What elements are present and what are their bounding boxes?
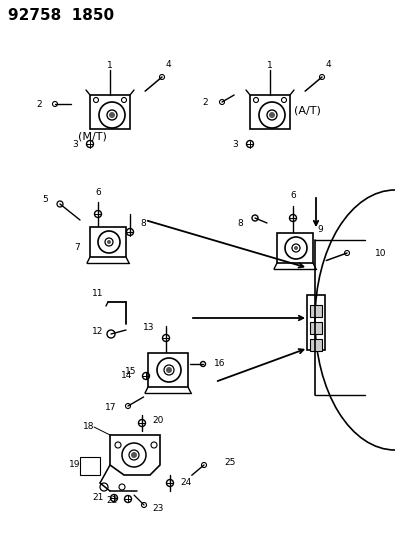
Text: 8: 8 <box>237 219 242 228</box>
Bar <box>90 227 126 257</box>
Bar <box>276 233 312 263</box>
Circle shape <box>107 240 111 244</box>
Text: (A/T): (A/T) <box>293 105 320 115</box>
Bar <box>309 305 321 317</box>
Text: 17: 17 <box>104 403 116 413</box>
Circle shape <box>109 112 115 118</box>
Bar <box>306 295 324 350</box>
Text: 11: 11 <box>91 289 103 298</box>
Circle shape <box>293 246 297 250</box>
Text: 10: 10 <box>374 248 386 257</box>
Text: 4: 4 <box>324 60 330 69</box>
Circle shape <box>268 112 274 118</box>
Text: 18: 18 <box>82 423 94 432</box>
Text: 9: 9 <box>316 225 322 235</box>
Bar <box>80 457 100 475</box>
Text: 21: 21 <box>93 494 104 503</box>
Text: (M/T): (M/T) <box>77 131 106 141</box>
Bar <box>249 95 289 129</box>
Text: 23: 23 <box>152 505 163 513</box>
Text: 15: 15 <box>124 367 136 376</box>
Bar <box>90 95 130 129</box>
Bar <box>309 339 321 351</box>
Text: 8: 8 <box>140 220 145 229</box>
Text: 1: 1 <box>266 61 272 69</box>
Text: 24: 24 <box>180 479 191 488</box>
Text: 16: 16 <box>214 359 225 368</box>
Text: 4: 4 <box>165 60 171 69</box>
Text: 1: 1 <box>107 61 113 69</box>
Text: 19: 19 <box>68 461 80 470</box>
Text: 92758  1850: 92758 1850 <box>8 8 114 23</box>
Text: 13: 13 <box>142 324 154 333</box>
Circle shape <box>166 367 171 373</box>
Text: 2: 2 <box>36 100 42 109</box>
Text: 12: 12 <box>91 327 103 336</box>
Bar <box>309 322 321 334</box>
Text: 6: 6 <box>290 191 295 200</box>
Bar <box>147 353 188 387</box>
Text: 14: 14 <box>120 372 132 381</box>
Circle shape <box>131 452 137 458</box>
Text: 3: 3 <box>72 140 78 149</box>
Text: 2: 2 <box>202 98 207 107</box>
Text: 6: 6 <box>95 188 101 197</box>
Text: 22: 22 <box>107 497 118 505</box>
Text: 3: 3 <box>232 140 237 149</box>
Text: 25: 25 <box>223 458 235 467</box>
Text: 20: 20 <box>152 416 163 425</box>
Text: 5: 5 <box>42 196 48 205</box>
Text: 7: 7 <box>74 243 80 252</box>
